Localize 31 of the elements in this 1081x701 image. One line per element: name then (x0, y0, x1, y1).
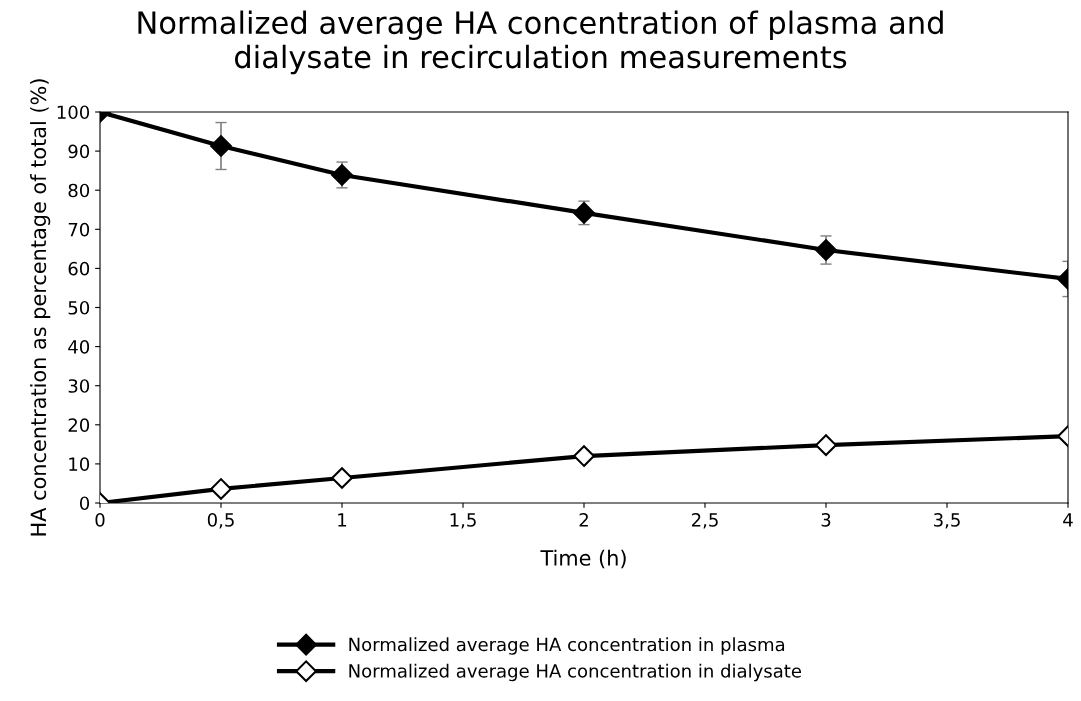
y-tick-label: 100 (57, 105, 90, 120)
x-tick-label: 0,5 (207, 513, 234, 529)
point (210, 478, 232, 500)
y-tick-label: 30 (68, 379, 90, 393)
y-tick-label: 20 (68, 418, 90, 432)
y-tick-label: 10 (69, 457, 90, 472)
x-tick-label: 0 (95, 513, 105, 527)
x-tick-label: 1,5 (450, 513, 476, 529)
point (815, 239, 837, 261)
point (815, 434, 837, 456)
x-tick-label: 1 (338, 513, 347, 527)
x-tick-label: 2,5 (691, 513, 718, 529)
x-axis-title: Time (h) (540, 549, 626, 569)
y-tick-label: 40 (68, 340, 90, 354)
point (573, 445, 595, 467)
legend-label: Normalized average HA concentration in plasma (349, 637, 785, 655)
y-tick-label: 60 (68, 261, 90, 276)
y-tick-label: 70 (68, 222, 90, 237)
x-tick-label: 4 (1063, 513, 1073, 527)
legend-label: Normalized average HA concentration in dialysate (349, 663, 802, 682)
y-tick-label: 50 (68, 300, 90, 315)
point (210, 135, 232, 157)
y-tick-label: 80 (68, 183, 90, 198)
x-tick-label: 3,5 (934, 513, 960, 529)
x-tick-label: 2 (579, 513, 588, 527)
chart-title: Normalized average HA concentration of plasma and dialysate in recirculation measurements (138, 10, 943, 75)
x-tick-label: 3 (821, 513, 831, 527)
y-tick-label: 90 (68, 144, 90, 159)
point (331, 467, 353, 489)
y-axis-title: HA concentration as percentage of total (%) (30, 79, 51, 536)
y-tick-label: 0 (79, 496, 90, 511)
